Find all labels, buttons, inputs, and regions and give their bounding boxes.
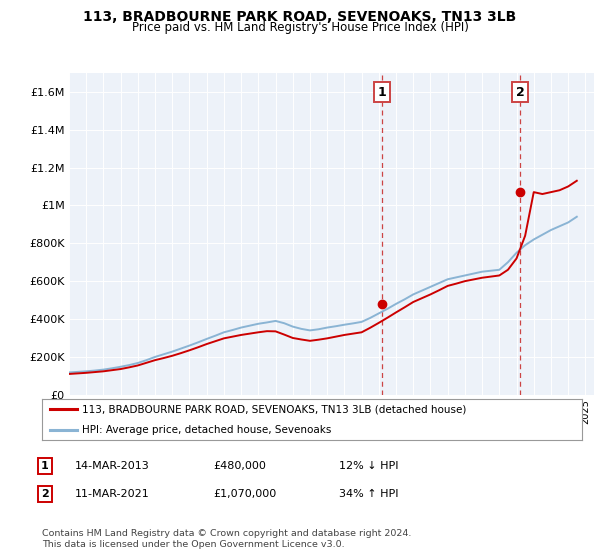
Text: 14-MAR-2013: 14-MAR-2013 bbox=[75, 461, 150, 471]
Text: 113, BRADBOURNE PARK ROAD, SEVENOAKS, TN13 3LB: 113, BRADBOURNE PARK ROAD, SEVENOAKS, TN… bbox=[83, 10, 517, 24]
Text: HPI: Average price, detached house, Sevenoaks: HPI: Average price, detached house, Seve… bbox=[83, 424, 332, 435]
Text: £1,070,000: £1,070,000 bbox=[213, 489, 276, 499]
Text: 2: 2 bbox=[515, 86, 524, 99]
Text: Price paid vs. HM Land Registry's House Price Index (HPI): Price paid vs. HM Land Registry's House … bbox=[131, 21, 469, 34]
Text: 1: 1 bbox=[41, 461, 49, 471]
Text: 2: 2 bbox=[41, 489, 49, 499]
Text: Contains HM Land Registry data © Crown copyright and database right 2024.
This d: Contains HM Land Registry data © Crown c… bbox=[42, 529, 412, 549]
Text: 1: 1 bbox=[378, 86, 386, 99]
Text: 11-MAR-2021: 11-MAR-2021 bbox=[75, 489, 150, 499]
Text: 12% ↓ HPI: 12% ↓ HPI bbox=[339, 461, 398, 471]
Text: £480,000: £480,000 bbox=[213, 461, 266, 471]
Text: 113, BRADBOURNE PARK ROAD, SEVENOAKS, TN13 3LB (detached house): 113, BRADBOURNE PARK ROAD, SEVENOAKS, TN… bbox=[83, 404, 467, 414]
Text: 34% ↑ HPI: 34% ↑ HPI bbox=[339, 489, 398, 499]
